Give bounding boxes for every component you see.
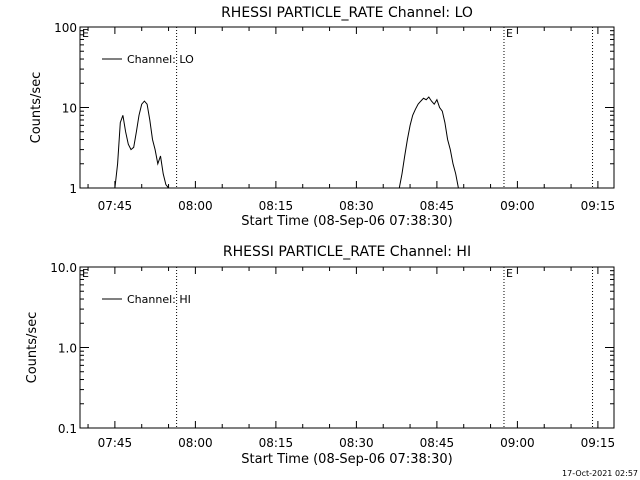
x-tick-label: 08:45	[420, 199, 455, 213]
y-tick-label: 1.0	[58, 342, 77, 356]
chart-title: RHESSI PARTICLE_RATE Channel: HI	[223, 244, 471, 260]
x-axis-label: Start Time (08-Sep-06 07:38:30)	[241, 214, 452, 229]
x-tick-label: 08:30	[339, 436, 374, 450]
x-tick-label: 08:15	[259, 199, 294, 213]
series-line-0-segment-1	[398, 96, 459, 189]
x-tick-label: 07:45	[98, 436, 133, 450]
x-tick-label: 08:00	[178, 436, 213, 450]
y-axis-label: Counts/sec	[29, 72, 44, 144]
plot-frame	[79, 266, 615, 429]
legend-label: Channel: LO	[127, 53, 194, 66]
time-marker-label: E	[506, 27, 513, 40]
plot-frame	[79, 26, 615, 189]
x-tick-label: 09:00	[500, 436, 535, 450]
time-marker-label: E	[506, 267, 513, 280]
y-tick-label: 100	[54, 21, 77, 35]
x-tick-label: 07:45	[98, 199, 133, 213]
legend-label: Channel: HI	[127, 293, 191, 306]
footer-timestamp: 17-Oct-2021 02:57	[562, 469, 638, 478]
y-tick-label: 10	[62, 102, 77, 116]
start-marker-label: E	[82, 27, 89, 40]
x-tick-label: 08:00	[178, 199, 213, 213]
x-tick-label: 08:45	[420, 436, 455, 450]
series-line-0-segment-0	[114, 100, 169, 189]
y-tick-label: 10.0	[50, 261, 77, 275]
x-tick-label: 08:15	[259, 436, 294, 450]
start-marker-label: E	[82, 267, 89, 280]
x-tick-label: 09:00	[500, 199, 535, 213]
chart-title: RHESSI PARTICLE_RATE Channel: LO	[221, 5, 473, 21]
y-tick-label: 0.1	[58, 422, 77, 436]
x-tick-label: 08:30	[339, 199, 374, 213]
y-axis-label: Counts/sec	[25, 312, 40, 384]
x-tick-label: 09:15	[581, 436, 616, 450]
y-tick-label: 1	[69, 182, 77, 196]
x-axis-label: Start Time (08-Sep-06 07:38:30)	[241, 452, 452, 467]
x-tick-label: 09:15	[581, 199, 616, 213]
